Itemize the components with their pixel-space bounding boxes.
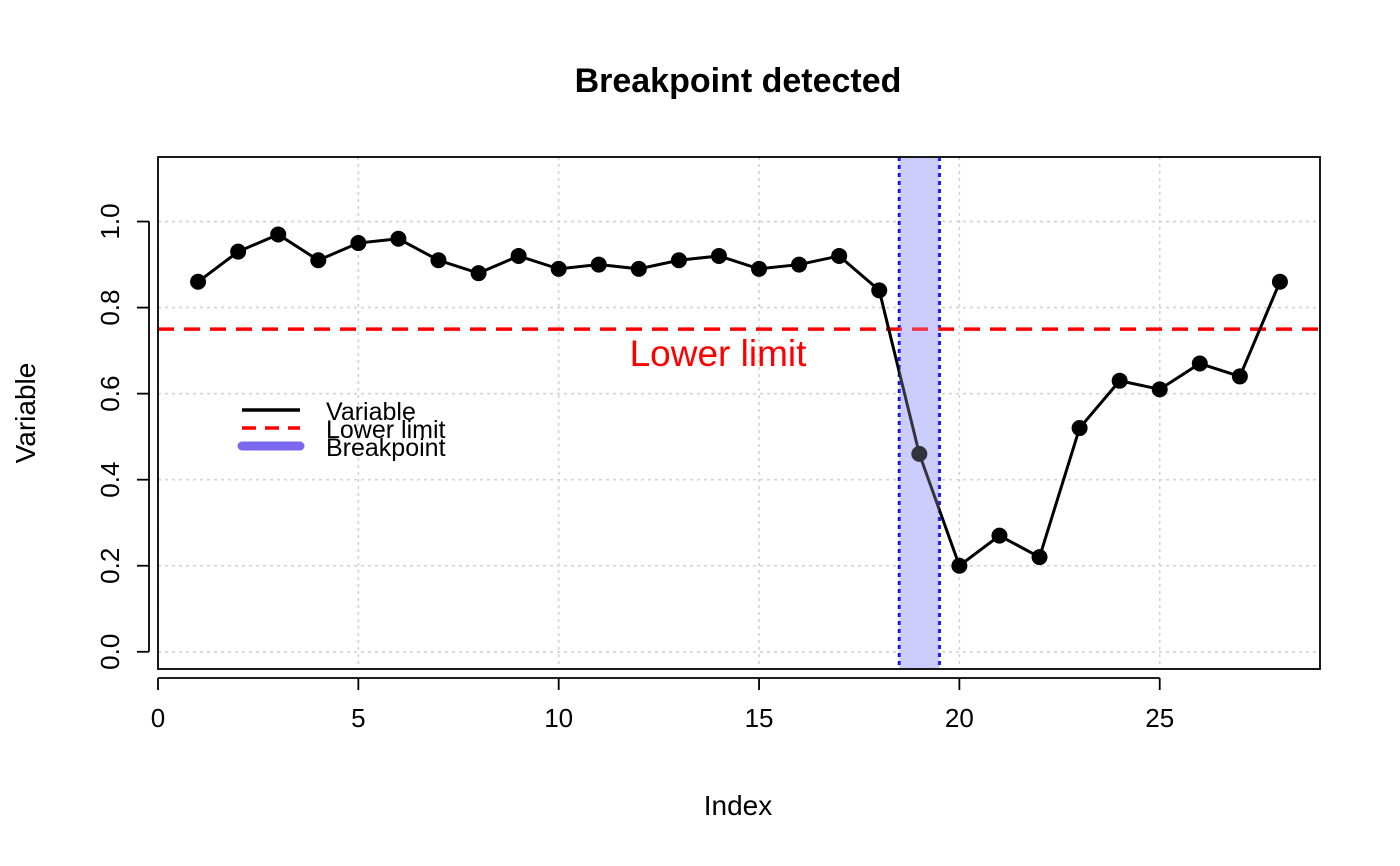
data-point <box>1191 355 1208 372</box>
data-point <box>710 247 727 264</box>
legend: Variable Lower limit Breakpoint <box>237 398 446 462</box>
x-tick-label: 0 <box>151 703 165 733</box>
data-point <box>831 247 848 264</box>
data-point <box>190 273 207 290</box>
lower-limit-annotation: Lower limit <box>630 333 808 374</box>
data-point <box>1271 273 1288 290</box>
data-point <box>991 527 1008 544</box>
x-axis-label: Index <box>704 790 773 821</box>
y-tick-label: 0.4 <box>95 462 125 498</box>
y-tick-label: 0.8 <box>95 290 125 326</box>
data-point <box>470 265 487 282</box>
x-tick-label: 10 <box>544 703 573 733</box>
data-point <box>510 247 527 264</box>
x-tick-label: 5 <box>351 703 365 733</box>
x-axis: 0 5 10 15 20 25 <box>151 677 1174 733</box>
plot-frame <box>157 156 1321 670</box>
data-point <box>911 445 928 462</box>
data-point <box>1031 549 1048 566</box>
y-tick-label: 0.0 <box>95 634 125 670</box>
y-tick-label: 0.2 <box>95 548 125 584</box>
data-point <box>1151 381 1168 398</box>
data-point <box>871 282 888 299</box>
x-tick-label: 20 <box>945 703 974 733</box>
data-point <box>350 235 367 252</box>
data-point <box>951 557 968 574</box>
data-point <box>430 252 447 269</box>
series-variable <box>190 157 1288 669</box>
data-point <box>270 226 287 243</box>
data-point <box>310 252 327 269</box>
data-point <box>630 260 647 277</box>
data-point <box>751 260 768 277</box>
data-point <box>1071 420 1088 437</box>
grid <box>157 157 1320 669</box>
x-tick-label: 15 <box>745 703 774 733</box>
breakpoint-region <box>899 157 940 669</box>
y-axis-label: Variable <box>10 363 41 464</box>
legend-label-lower-limit: Lower limit <box>326 416 446 444</box>
chart-title: Breakpoint detected <box>575 62 902 100</box>
data-point <box>590 256 607 273</box>
breakpoint-overlay <box>899 157 940 669</box>
data-point <box>390 230 407 247</box>
data-point <box>1111 372 1128 389</box>
y-axis: 0.0 0.2 0.4 0.6 0.8 1.0 <box>95 203 150 670</box>
data-point <box>791 256 808 273</box>
y-tick-label: 0.6 <box>95 376 125 412</box>
legend-label-variable: Variable <box>326 398 416 426</box>
data-point <box>1231 368 1248 385</box>
breakpoint-band <box>897 157 941 669</box>
y-tick-label: 1.0 <box>95 203 125 239</box>
legend-label-breakpoint: Breakpoint <box>326 434 446 462</box>
data-point <box>230 243 247 260</box>
x-tick-label: 25 <box>1145 703 1174 733</box>
data-point <box>550 260 567 277</box>
series-line <box>197 232 1282 569</box>
data-point <box>670 252 687 269</box>
